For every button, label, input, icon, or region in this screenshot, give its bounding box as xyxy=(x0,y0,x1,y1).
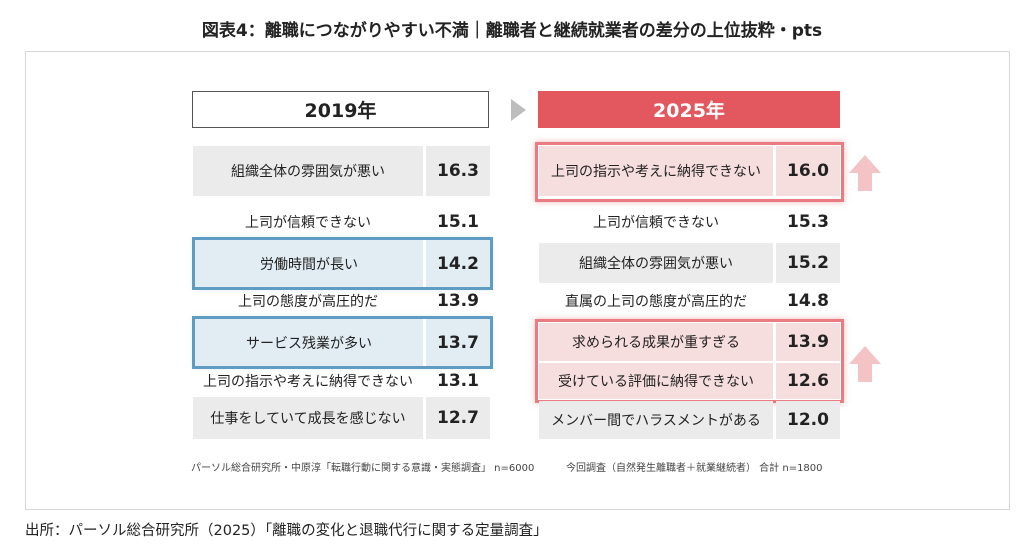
row-label: 上司が信頼できない xyxy=(245,215,371,231)
footnote-2025: 今回調査（自然発生離職者＋就業継続者） 合計 n=1800 xyxy=(566,463,823,474)
row-value: 13.7 xyxy=(426,319,490,366)
row-value: 16.3 xyxy=(426,146,490,196)
table-row-2019-6: 上司の指示や考えに納得できない 13.1 xyxy=(193,364,490,398)
table-row-2019-3: 労働時間が長い 14.2 xyxy=(192,237,493,290)
table-row-2019-1: 組織全体の雰囲気が悪い 16.3 xyxy=(193,146,490,196)
table-row-2019-2: 上司が信頼できない 15.1 xyxy=(193,205,490,239)
row-label: 労働時間が長い xyxy=(195,240,423,287)
row-value: 15.2 xyxy=(776,243,840,283)
up-arrow-icon xyxy=(849,346,881,382)
row-value: 13.1 xyxy=(437,371,479,391)
up-arrow-icon xyxy=(849,155,881,191)
chart-panel xyxy=(25,51,1010,510)
header-2025: 2025年 xyxy=(538,91,840,128)
table-row-2025-2: 上司が信頼できない 15.3 xyxy=(539,205,840,239)
row-value: 14.2 xyxy=(426,240,490,287)
row-label: 組織全体の雰囲気が悪い xyxy=(193,146,423,196)
source-note: 出所：パーソル総合研究所（2025）「離職の変化と退職代行に関する定量調査」 xyxy=(25,523,548,539)
highlight-box-2025-top xyxy=(535,142,844,202)
footnote-2019: パーソル総合研究所・中原淳「転職行動に関する意識・実態調査」 n=6000 xyxy=(191,463,535,474)
right-triangle-icon xyxy=(511,99,526,121)
header-2019: 2019年 xyxy=(192,91,489,128)
row-label: 求められる成果が重すぎる xyxy=(539,323,773,361)
table-row-2025-1: 上司の指示や考えに納得できない 16.0 xyxy=(539,146,840,196)
row-label: 組織全体の雰囲気が悪い xyxy=(539,243,773,283)
row-label: メンバー間でハラスメントがある xyxy=(539,401,773,439)
row-value: 13.9 xyxy=(437,291,479,311)
row-value: 13.9 xyxy=(776,323,840,361)
row-value: 16.0 xyxy=(776,146,840,196)
row-label: 上司の指示や考えに納得できない xyxy=(539,146,773,196)
row-label: 受けている評価に納得できない xyxy=(539,363,773,399)
row-label: サービス残業が多い xyxy=(195,319,423,366)
row-value: 12.7 xyxy=(426,397,490,439)
row-label: 上司が信頼できない xyxy=(593,215,719,231)
row-label: 直属の上司の態度が高圧的だ xyxy=(565,294,747,310)
table-row-2025-3: 組織全体の雰囲気が悪い 15.2 xyxy=(539,243,840,283)
row-value: 14.8 xyxy=(787,291,829,311)
table-row-2025-7: メンバー間でハラスメントがある 12.0 xyxy=(539,401,840,439)
row-value: 12.6 xyxy=(776,363,840,399)
chart-title: 図表4：離職につながりやすい不満｜離職者と継続就業者の差分の上位抜粋・pts xyxy=(201,21,823,41)
table-row-2019-4: 上司の態度が高圧的だ 13.9 xyxy=(193,284,490,318)
table-row-2025-4: 直属の上司の態度が高圧的だ 14.8 xyxy=(539,284,840,318)
table-row-2025-5: 求められる成果が重すぎる 13.9 xyxy=(539,323,840,361)
row-value: 15.1 xyxy=(437,212,479,232)
row-label: 仕事をしていて成長を感じない xyxy=(193,397,423,439)
row-label: 上司の態度が高圧的だ xyxy=(238,294,378,310)
row-value: 12.0 xyxy=(776,401,840,439)
table-row-2025-6: 受けている評価に納得できない 12.6 xyxy=(539,363,840,399)
row-value: 15.3 xyxy=(787,212,829,232)
row-label: 上司の指示や考えに納得できない xyxy=(203,374,413,390)
table-row-2019-7: 仕事をしていて成長を感じない 12.7 xyxy=(193,397,490,439)
table-row-2019-5: サービス残業が多い 13.7 xyxy=(192,316,493,369)
highlight-box-2025-middle xyxy=(535,319,844,403)
